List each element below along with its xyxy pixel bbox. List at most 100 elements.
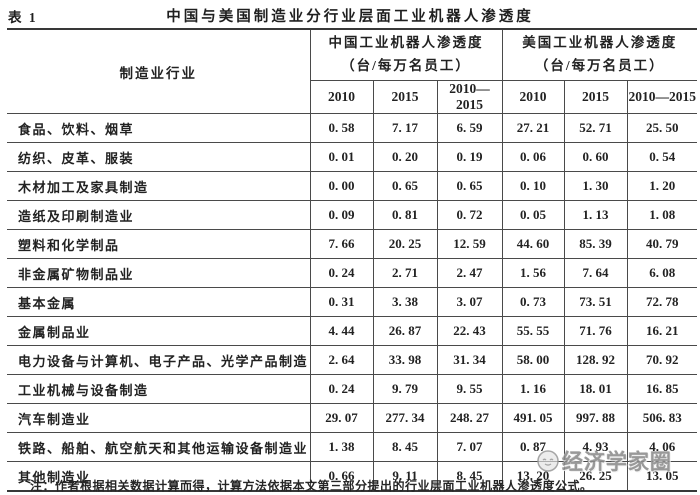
value-cell: 0. 19 — [436, 142, 502, 172]
value-cell: 58. 00 — [501, 345, 564, 375]
value-cell: 40. 79 — [626, 229, 698, 259]
industry-cell: 汽车制造业 — [7, 403, 310, 433]
value-cell: 18. 01 — [563, 374, 627, 404]
value-cell: 0. 54 — [626, 142, 698, 172]
value-cell: 16. 21 — [626, 316, 698, 346]
value-cell: 0. 65 — [372, 171, 437, 201]
us-group-line2: （台/每万名员工） — [534, 58, 665, 73]
value-cell: 506. 83 — [626, 403, 698, 433]
value-cell: 55. 55 — [501, 316, 564, 346]
table-row: 铁路、船舶、航空航天和其他运输设备制造业 1. 38 8. 45 7. 07 0. 87… — [7, 432, 698, 462]
value-cell: 26. 87 — [372, 316, 437, 346]
table-footnote: 注：作者根据相关数据计算而得，计算方法依据本文第三部分提出的行业层面工业机器人渗… — [30, 479, 593, 493]
value-cell: 29. 07 — [309, 403, 373, 433]
value-cell: 2. 64 — [309, 345, 373, 375]
value-cell: 0. 00 — [309, 171, 373, 201]
value-cell: 22. 43 — [436, 316, 502, 346]
table-row: 工业机械与设备制造 0. 24 9. 79 9. 55 1. 16 18. 01 16. 8… — [7, 374, 698, 404]
industry-column-header: 制造业行业 — [7, 29, 310, 114]
value-cell: 0. 58 — [309, 113, 373, 143]
value-cell: 71. 76 — [563, 316, 627, 346]
data-table: 制造业行业 中国工业机器人渗透度 （台/每万名员工） 美国工业机器人渗透度 （台… — [7, 28, 698, 492]
value-cell: 7. 66 — [309, 229, 373, 259]
value-cell: 6. 08 — [626, 258, 698, 288]
table-row: 纺织、皮革、服装 0. 01 0. 20 0. 19 0. 06 0. 60 0. 54 — [7, 142, 698, 172]
value-cell: 9. 79 — [372, 374, 437, 404]
value-cell: 85. 39 — [563, 229, 627, 259]
value-cell: 52. 71 — [563, 113, 627, 143]
value-cell: 0. 73 — [501, 287, 564, 317]
table-caption: 表 1 中国与美国制造业分行业层面工业机器人渗透度 — [8, 5, 692, 25]
value-cell: 12. 59 — [436, 229, 502, 259]
value-cell: 0. 24 — [309, 374, 373, 404]
value-cell: 491. 05 — [501, 403, 564, 433]
value-cell: 27. 21 — [501, 113, 564, 143]
industry-cell: 木材加工及家具制造 — [7, 171, 310, 201]
value-cell: 4. 93 — [563, 432, 627, 462]
value-cell: 8. 45 — [372, 432, 437, 462]
industry-cell: 造纸及印刷制造业 — [7, 200, 310, 230]
value-cell: 0. 60 — [563, 142, 627, 172]
value-cell: 33. 98 — [372, 345, 437, 375]
value-cell: 9. 55 — [436, 374, 502, 404]
table-row: 塑料和化学制品 7. 66 20. 25 12. 59 44. 60 85. 39 40. … — [7, 229, 698, 259]
value-cell: 997. 88 — [563, 403, 627, 433]
year-col-header: 2010—2015 — [436, 80, 502, 114]
value-cell: 6. 59 — [436, 113, 502, 143]
value-cell: 1. 16 — [501, 374, 564, 404]
value-cell: 26. 25 — [563, 461, 627, 491]
value-cell: 1. 56 — [501, 258, 564, 288]
value-cell: 1. 38 — [309, 432, 373, 462]
value-cell: 1. 30 — [563, 171, 627, 201]
value-cell: 9. 11 — [372, 461, 437, 491]
industry-cell: 电力设备与计算机、电子产品、光学产品制造 — [7, 345, 310, 375]
industry-cell: 工业机械与设备制造 — [7, 374, 310, 404]
value-cell: 70. 92 — [626, 345, 698, 375]
value-cell: 0. 20 — [372, 142, 437, 172]
value-cell: 31. 34 — [436, 345, 502, 375]
value-cell: 0. 81 — [372, 200, 437, 230]
value-cell: 7. 07 — [436, 432, 502, 462]
year-col-header: 2010 — [501, 80, 564, 114]
value-cell: 277. 34 — [372, 403, 437, 433]
value-cell: 1. 13 — [563, 200, 627, 230]
group-header-row: 制造业行业 中国工业机器人渗透度 （台/每万名员工） 美国工业机器人渗透度 （台… — [7, 29, 698, 114]
value-cell: 0. 01 — [309, 142, 373, 172]
value-cell: 0. 72 — [436, 200, 502, 230]
page-title: 中国与美国制造业分行业层面工业机器人渗透度 — [166, 9, 534, 25]
us-group-line1: 美国工业机器人渗透度 — [522, 35, 678, 51]
us-group-header: 美国工业机器人渗透度 （台/每万名员工） — [501, 29, 698, 81]
table-row: 造纸及印刷制造业 0. 09 0. 81 0. 72 0. 05 1. 13 1. 08 — [7, 200, 698, 230]
value-cell: 72. 78 — [626, 287, 698, 317]
value-cell: 0. 24 — [309, 258, 373, 288]
china-group-header: 中国工业机器人渗透度 （台/每万名员工） — [309, 29, 502, 81]
year-col-header: 2015 — [563, 80, 627, 114]
value-cell: 1. 08 — [626, 200, 698, 230]
value-cell: 0. 05 — [501, 200, 564, 230]
value-cell: 0. 10 — [501, 171, 564, 201]
industry-cell: 非金属矿物制品业 — [7, 258, 310, 288]
value-cell: 2. 47 — [436, 258, 502, 288]
value-cell: 73. 51 — [563, 287, 627, 317]
table-row: 汽车制造业 29. 07 277. 34 248. 27 491. 05 997. 88 5… — [7, 403, 698, 433]
value-cell: 0. 65 — [436, 171, 502, 201]
china-group-line2: （台/每万名员工） — [341, 58, 471, 73]
industry-cell: 其他制造业 — [18, 469, 91, 485]
industry-cell: 金属制品业 — [7, 316, 310, 346]
value-cell: 16. 85 — [626, 374, 698, 404]
value-cell: 248. 27 — [436, 403, 502, 433]
value-cell: 0. 06 — [501, 142, 564, 172]
table-row: 木材加工及家具制造 0. 00 0. 65 0. 65 0. 10 1. 30 1. 20 — [7, 171, 698, 201]
table-row: 金属制品业 4. 44 26. 87 22. 43 55. 55 71. 76 16. 21 — [7, 316, 698, 346]
china-group-line1: 中国工业机器人渗透度 — [328, 35, 484, 51]
value-cell: 3. 07 — [436, 287, 502, 317]
year-col-header: 2010 — [309, 80, 373, 114]
value-cell: 20. 25 — [372, 229, 437, 259]
value-cell: 4. 44 — [309, 316, 373, 346]
value-cell: 0. 31 — [309, 287, 373, 317]
value-cell: 4. 06 — [626, 432, 698, 462]
table-row: 电力设备与计算机、电子产品、光学产品制造 2. 64 33. 98 31. 34 58.… — [7, 345, 698, 375]
year-header-row: 2010 2015 2010—2015 2010 2015 2010—2015 — [7, 80, 698, 114]
table-body: 食品、饮料、烟草 0. 58 7. 17 6. 59 27. 21 52. 71 25. 5… — [7, 113, 698, 491]
value-cell: 8. 45 — [436, 461, 502, 491]
